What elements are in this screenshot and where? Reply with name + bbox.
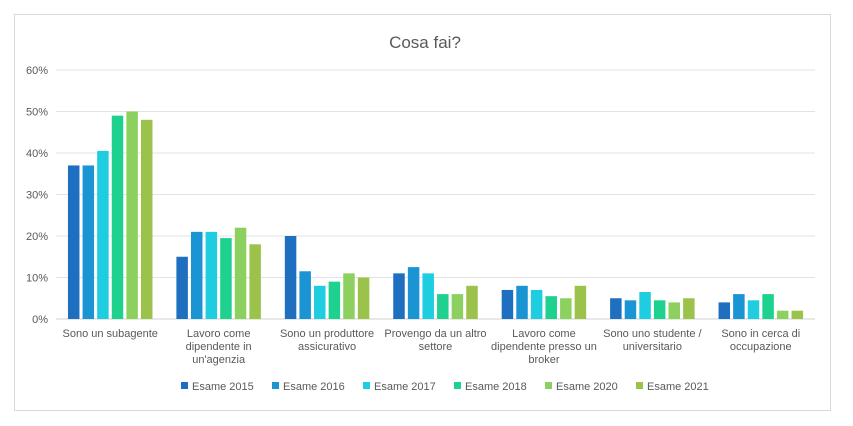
x-tick-label: Provengo da un altro settore [384, 328, 486, 353]
x-axis-labels: Sono un subagente Lavoro come dipendente i… [63, 328, 801, 366]
bar [176, 256, 188, 319]
bars [67, 111, 804, 320]
bar [284, 236, 297, 319]
y-tick-label: 30% [26, 190, 48, 202]
legend: Esame 2015 Esame 2016 Esame 2017 Esame 2018… [181, 381, 709, 393]
legend-swatch [181, 382, 188, 389]
bar [653, 300, 666, 319]
bar [624, 300, 637, 319]
bar [762, 294, 774, 319]
bar [205, 231, 218, 319]
bar [610, 298, 622, 319]
bar [234, 227, 247, 319]
bar [299, 271, 311, 319]
legend-swatch [636, 382, 643, 389]
bar [343, 273, 355, 319]
legend-label: Esame 2016 [283, 381, 345, 393]
bar [393, 273, 405, 319]
bar [466, 285, 478, 319]
legend-swatch [454, 382, 461, 389]
bar [668, 302, 681, 319]
x-tick-label: Sono in cerca di occupazione [721, 328, 800, 353]
bar [560, 298, 572, 319]
bar [437, 294, 449, 319]
bar [747, 300, 760, 319]
bar [516, 285, 528, 319]
y-axis-ticks: 0% 10% 20% 30% 40% 50% 60% [26, 65, 48, 326]
x-tick-label: Sono un produttore assicurativo [280, 328, 374, 353]
y-tick-label: 50% [26, 107, 48, 119]
bar [639, 292, 651, 319]
bar [501, 289, 514, 319]
x-tick-label: Lavoro come dipendente in un'agenzia [186, 328, 252, 366]
bar [545, 296, 557, 319]
bar [82, 165, 95, 319]
bar [422, 273, 434, 319]
y-tick-label: 40% [26, 148, 48, 160]
bar [111, 115, 124, 320]
bar [97, 150, 109, 319]
legend-label: Esame 2015 [192, 381, 254, 393]
bar [357, 277, 370, 319]
legend-swatch [272, 382, 279, 389]
bar [733, 294, 745, 319]
y-tick-label: 10% [26, 273, 48, 285]
legend-label: Esame 2020 [556, 381, 618, 393]
x-tick-label: Sono uno studente / universitario [603, 328, 702, 353]
legend-label: Esame 2018 [465, 381, 527, 393]
legend-label: Esame 2017 [374, 381, 436, 393]
bar [451, 294, 464, 319]
bar [407, 267, 420, 319]
bar [530, 289, 543, 319]
gridlines [56, 69, 815, 320]
y-tick-label: 20% [26, 231, 48, 243]
legend-swatch [363, 382, 370, 389]
bar [249, 244, 261, 319]
bar [683, 298, 695, 319]
x-tick-label: Sono un subagente [63, 328, 158, 340]
bar [776, 310, 789, 319]
bar [314, 285, 326, 319]
bar [791, 310, 804, 319]
x-tick-label: Lavoro come dipendente presso un broker [491, 328, 597, 366]
y-tick-label: 60% [26, 65, 48, 77]
bar [718, 302, 731, 319]
legend-label: Esame 2021 [647, 381, 709, 393]
bar [67, 165, 80, 319]
bar [126, 111, 138, 319]
bar [328, 281, 341, 319]
legend-swatch [545, 382, 552, 389]
bar [220, 238, 232, 319]
bar [140, 119, 153, 319]
bar [190, 231, 203, 319]
chart-title: Cosa fai? [389, 33, 461, 52]
bar [574, 285, 587, 319]
y-tick-label: 0% [32, 314, 48, 326]
